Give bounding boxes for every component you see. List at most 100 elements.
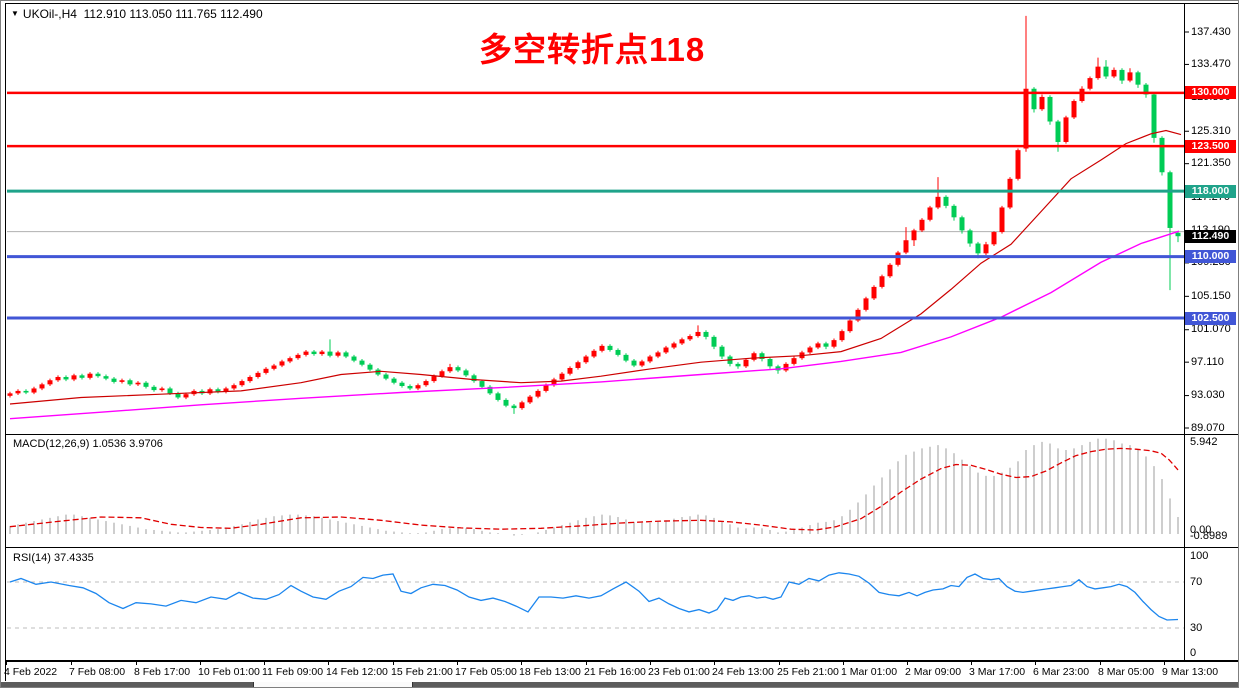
- candle-up: [247, 376, 253, 382]
- chart-annotation-text[interactable]: 多空转折点118: [479, 31, 706, 68]
- candle-up: [71, 375, 77, 380]
- time-axis-label: 4 Feb 2022: [4, 666, 58, 678]
- time-axis-border: [5, 660, 1238, 662]
- price-tick-label: 105.150: [1191, 289, 1231, 302]
- candle-up: [207, 389, 213, 394]
- time-axis-label: 9 Mar 13:00: [1162, 666, 1219, 678]
- candle-down: [79, 375, 85, 378]
- candle-up: [687, 336, 693, 340]
- time-tick-mark: [586, 661, 587, 665]
- candle-up: [7, 393, 13, 396]
- chart-title: ▼ UKOil-,H4 112.910 113.050 111.765 112.4…: [11, 7, 263, 21]
- price-tick-label: 125.310: [1191, 124, 1231, 137]
- candle-up: [1071, 101, 1077, 118]
- time-tick-mark: [1035, 661, 1036, 665]
- time-tick-mark: [457, 661, 458, 665]
- candle-up: [839, 331, 845, 341]
- candle-up: [543, 385, 549, 391]
- candle-up: [55, 376, 61, 381]
- candle-up: [551, 379, 557, 386]
- candle-up: [47, 380, 53, 385]
- candle-up: [751, 353, 757, 360]
- price-level-badge: 112.490: [1185, 229, 1236, 243]
- candle-down: [711, 336, 717, 347]
- candle-up: [295, 354, 301, 359]
- time-axis-label: 25 Feb 21:00: [777, 666, 839, 678]
- candle-up: [527, 396, 533, 403]
- candle-down: [1055, 121, 1061, 142]
- candle-up: [1079, 88, 1085, 102]
- macd-scale-zero-label: 0.00: [1190, 524, 1212, 536]
- candle-down: [511, 405, 517, 409]
- candle-up: [335, 352, 341, 356]
- candle-down: [351, 356, 357, 361]
- candle-up: [679, 339, 685, 344]
- candle-up: [159, 388, 165, 391]
- time-axis-label: 18 Feb 13:00: [519, 666, 581, 678]
- candle-up: [575, 362, 581, 368]
- candle-up: [647, 356, 653, 362]
- candle-up: [1015, 150, 1021, 179]
- candle-down: [967, 230, 973, 244]
- candle-up: [599, 345, 605, 351]
- candle-up: [15, 390, 21, 394]
- candle-down: [487, 386, 493, 394]
- time-tick-mark: [714, 661, 715, 665]
- time-tick-mark: [6, 661, 7, 665]
- candle-up: [695, 331, 701, 337]
- price-tick-label: 93.030: [1191, 389, 1225, 402]
- time-tick-mark: [1164, 661, 1165, 665]
- candle-down: [623, 354, 629, 361]
- candle-up: [815, 343, 821, 348]
- candle-up: [415, 385, 421, 389]
- candle-up: [919, 219, 925, 231]
- candle-up: [895, 252, 901, 265]
- candle-up: [847, 320, 853, 332]
- time-axis-label: 6 Mar 23:00: [1033, 666, 1090, 678]
- candle-down: [959, 217, 965, 231]
- horizontal-scrollbar-thumb[interactable]: [253, 682, 413, 687]
- candle-down: [103, 376, 109, 379]
- macd-histogram-layer: [9, 438, 1179, 536]
- time-tick-mark: [136, 661, 137, 665]
- time-tick-mark: [328, 661, 329, 665]
- rsi-scale-label: 0: [1190, 647, 1197, 659]
- candle-down: [391, 378, 397, 383]
- candle-up: [999, 207, 1005, 233]
- candle-down: [1151, 94, 1157, 138]
- candle-down: [1031, 88, 1037, 110]
- candle-up: [231, 385, 237, 389]
- candle-up: [887, 264, 893, 277]
- candle-down: [735, 363, 741, 367]
- candle-up: [903, 240, 909, 253]
- time-axis-label: 3 Mar 17:00: [969, 666, 1026, 678]
- horizontal-scrollbar-track[interactable]: [1, 682, 1238, 687]
- candle-up: [39, 384, 45, 389]
- candle-up: [263, 368, 269, 373]
- price-level-badge: 123.500: [1185, 139, 1236, 153]
- time-axis-label: 11 Feb 09:00: [262, 666, 324, 678]
- candle-up: [447, 367, 453, 372]
- candle-down: [127, 380, 133, 385]
- price-tick-label: 133.470: [1191, 57, 1231, 70]
- time-tick-mark: [907, 661, 908, 665]
- candle-down: [407, 385, 413, 389]
- candle-down: [455, 367, 461, 371]
- candle-down: [151, 386, 157, 391]
- candle-down: [167, 388, 173, 394]
- candle-up: [519, 402, 525, 409]
- price-tick-label: 101.070: [1191, 323, 1231, 336]
- candle-down: [1175, 232, 1181, 237]
- candle-down: [495, 393, 501, 400]
- macd-signal-line: [9, 447, 1179, 531]
- candle-up: [911, 230, 917, 241]
- candle-up: [1007, 178, 1013, 208]
- time-axis-label: 21 Feb 16:00: [584, 666, 646, 678]
- candle-up: [935, 196, 941, 208]
- time-tick-mark: [264, 661, 265, 665]
- candle-down: [95, 373, 101, 377]
- rsi-scale-label: 100: [1190, 550, 1209, 562]
- candle-down: [327, 351, 333, 356]
- candle-down: [607, 345, 613, 350]
